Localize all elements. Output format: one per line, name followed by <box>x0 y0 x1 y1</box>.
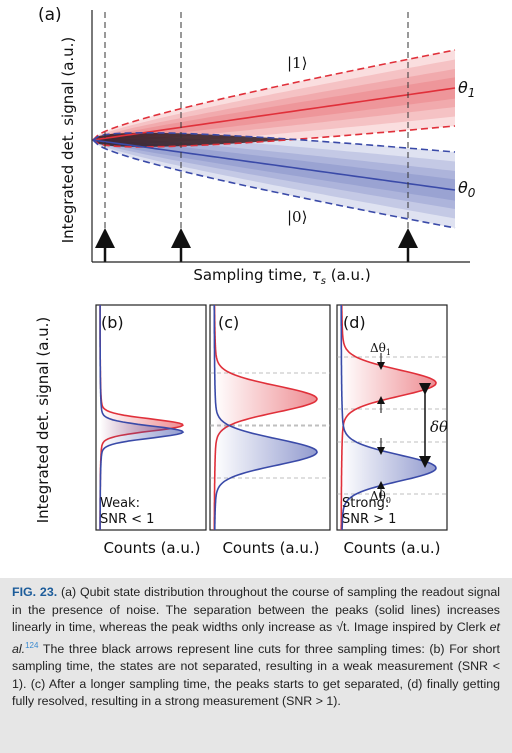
state-label: |1⟩ <box>287 54 307 72</box>
panel-a <box>92 12 456 262</box>
caption-text: The three black arrows represent line cu… <box>12 641 500 709</box>
reference: 124 <box>25 640 39 650</box>
x-label: Counts (a.u.) <box>222 539 319 557</box>
peak-line <box>340 305 437 530</box>
peak-line <box>213 305 318 531</box>
mean-line <box>92 87 456 141</box>
band <box>93 135 455 219</box>
theta: θ <box>458 78 468 97</box>
figure: (a) Integrated det. signal (a.u.) Sampli… <box>34 5 476 557</box>
peak-fill <box>341 342 436 425</box>
x-label-text: Sampling time, <box>193 266 311 284</box>
note: Strong: <box>342 496 389 511</box>
band <box>93 139 455 201</box>
band <box>93 132 455 228</box>
panel-frame <box>336 304 448 531</box>
panel-label: (d) <box>343 313 366 332</box>
overlap <box>93 132 294 147</box>
peak-fill <box>214 357 317 440</box>
delta: Δθ <box>370 489 386 503</box>
band <box>93 138 455 209</box>
delta-sub: 1 <box>386 348 391 357</box>
theta: θ <box>458 178 468 197</box>
note: SNR > 1 <box>342 512 396 527</box>
x-label-symbol: τ <box>312 266 322 284</box>
delta-label: Δθ0 <box>370 489 391 505</box>
theta-sub: 1 <box>468 86 476 100</box>
band <box>93 69 455 142</box>
x-label: Counts (a.u.) <box>343 539 440 557</box>
theta-sub: 0 <box>468 186 476 200</box>
peak-fill <box>341 426 436 509</box>
delta-sub: 0 <box>386 496 391 505</box>
panel-label: (b) <box>101 313 124 332</box>
x-label-sub: s <box>321 276 326 287</box>
band <box>93 59 455 144</box>
caption-text: (a) Qubit state distribution throughout … <box>12 585 501 634</box>
caption: FIG. 23. (a) Qubit state distribution th… <box>0 578 512 753</box>
x-label: Sampling time, τs (a.u.) <box>193 266 370 287</box>
theta-label: θ1 <box>458 78 475 100</box>
peak-fill <box>214 410 317 493</box>
width-line <box>92 139 456 229</box>
width-line <box>92 125 456 148</box>
band <box>93 50 455 147</box>
panels-bcd <box>95 304 448 531</box>
delta: Δθ <box>370 341 386 355</box>
mean-line <box>92 139 456 191</box>
y-label: Integrated det. signal (a.u.) <box>59 37 77 244</box>
separation-label: δθ <box>430 418 448 436</box>
panel-label: (c) <box>218 313 239 332</box>
y-label: Integrated det. signal (a.u.) <box>34 317 52 524</box>
delta-label: Δθ1 <box>370 341 391 357</box>
width-line <box>92 49 456 141</box>
note: Weak: <box>100 496 140 511</box>
state-label: |0⟩ <box>287 208 307 226</box>
band <box>93 77 455 141</box>
theta-label: θ0 <box>458 178 476 200</box>
note: SNR < 1 <box>100 512 154 527</box>
x-label-unit: (a.u.) <box>326 266 371 284</box>
panel-frame <box>95 304 207 531</box>
width-line <box>92 132 456 153</box>
panel-label: (a) <box>38 5 62 25</box>
fig-label: FIG. 23. <box>12 585 58 599</box>
x-label: Counts (a.u.) <box>103 539 200 557</box>
caption-italic: et al. <box>12 620 500 656</box>
panel-frame <box>209 304 331 531</box>
peak-line <box>99 305 185 530</box>
